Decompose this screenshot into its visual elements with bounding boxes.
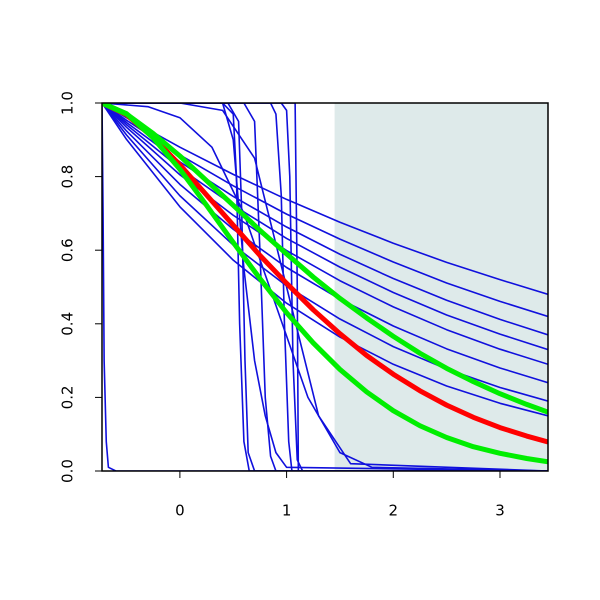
x-tick-label: 2 bbox=[389, 502, 399, 520]
series-group bbox=[102, 103, 548, 471]
x-tick-label: 0 bbox=[175, 502, 185, 520]
series-line bbox=[102, 103, 548, 471]
x-tick-label: 3 bbox=[495, 502, 505, 520]
series-line bbox=[102, 103, 548, 471]
series-line bbox=[102, 103, 548, 471]
series-line bbox=[102, 103, 548, 471]
y-tick-label: 0.0 bbox=[59, 459, 77, 483]
series-line bbox=[102, 103, 548, 471]
plot-frame bbox=[101, 102, 549, 472]
series-line bbox=[102, 103, 548, 471]
series-line bbox=[102, 103, 548, 384]
x-tick-label: 1 bbox=[282, 502, 292, 520]
series-line bbox=[102, 103, 548, 417]
series-line bbox=[102, 103, 548, 465]
y-tick-label: 0.2 bbox=[59, 385, 77, 409]
series-line bbox=[102, 103, 548, 471]
series-line bbox=[102, 103, 548, 366]
y-tick-label: 1.0 bbox=[59, 91, 77, 115]
highlight-region bbox=[334, 103, 548, 471]
series-line bbox=[102, 103, 548, 402]
y-tick-label: 0.6 bbox=[59, 238, 77, 262]
series-line bbox=[102, 103, 548, 351]
y-tick-label: 0.4 bbox=[59, 312, 77, 336]
y-tick-label: 0.8 bbox=[59, 165, 77, 189]
series-line bbox=[102, 103, 548, 471]
series-line bbox=[102, 103, 548, 336]
series-line bbox=[102, 103, 548, 471]
series-line bbox=[102, 103, 548, 415]
